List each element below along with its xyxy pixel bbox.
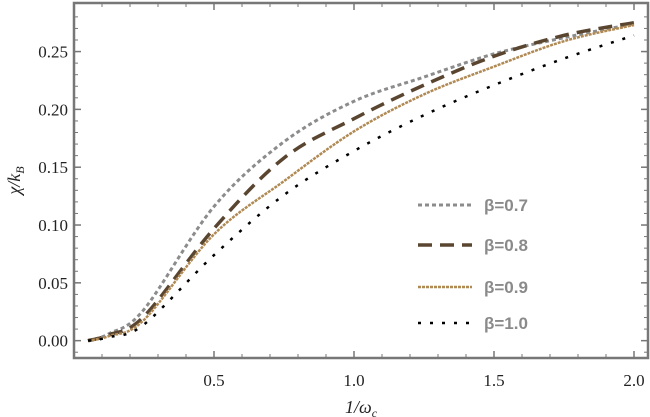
x-tick-label: 1.0 [343, 371, 364, 390]
legend-label-1: β=0.7 [484, 196, 528, 215]
y-tick-label: 0.05 [38, 274, 68, 293]
y-axis-title: χ/kB [4, 166, 27, 197]
x-tick-label: 0.5 [203, 371, 224, 390]
x-tick-label: 1.5 [483, 371, 504, 390]
y-tick-label: 0.10 [38, 216, 68, 235]
series-line-3 [87, 23, 635, 342]
y-tick-label: 0.25 [38, 43, 68, 62]
series-line-1 [87, 22, 635, 343]
legend-label-4: β=1.0 [484, 314, 528, 333]
x-tick-label: 2.0 [623, 371, 644, 390]
series-line-4 [87, 34, 635, 342]
x-axis-title: 1/ωc [345, 397, 378, 417]
y-tick-label: 0.20 [38, 100, 68, 119]
legend-label-2: β=0.8 [484, 236, 528, 255]
y-tick-label: 0.00 [38, 332, 68, 351]
y-tick-label: 0.15 [38, 158, 68, 177]
legend-label-3: β=0.9 [484, 278, 528, 297]
plot-frame [72, 1, 650, 360]
series-line-2 [87, 20, 635, 343]
